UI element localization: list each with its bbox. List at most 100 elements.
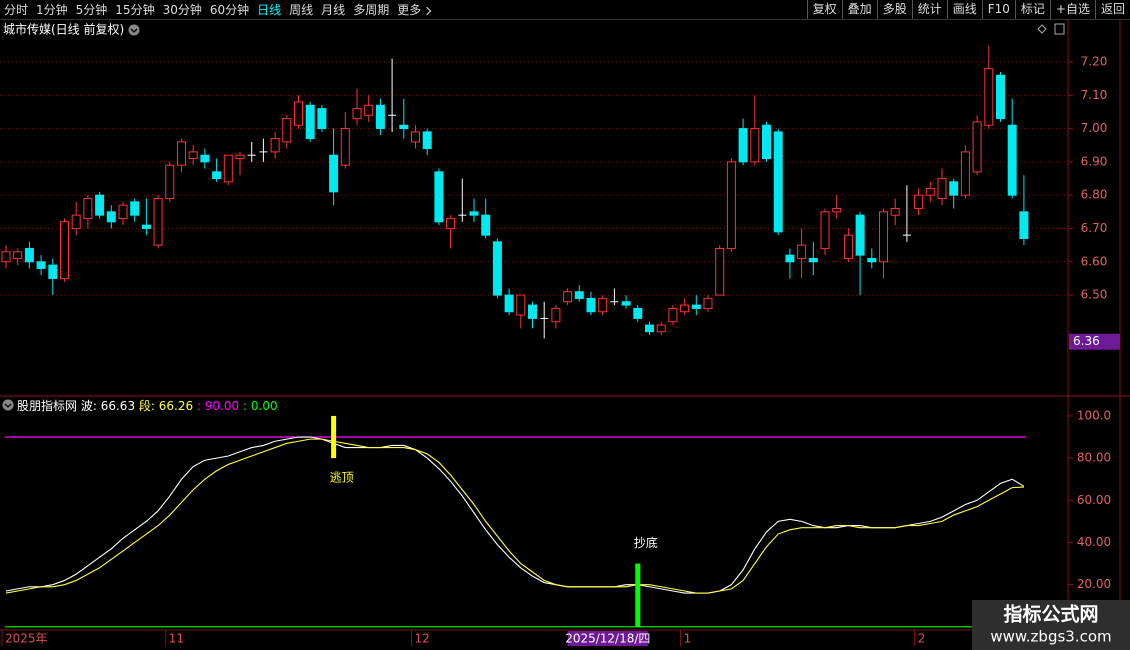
candle-body xyxy=(996,74,1005,120)
candle-body xyxy=(422,131,432,150)
y-tick-label: 7.10 xyxy=(1081,88,1108,102)
candle-body xyxy=(586,297,596,313)
indicator-line xyxy=(5,438,1024,594)
candle-body xyxy=(738,128,748,163)
y-tick-label: 6.90 xyxy=(1081,154,1108,168)
candle-body xyxy=(200,154,210,163)
toolbar-button[interactable]: 分时 xyxy=(4,3,29,17)
x-tick-label: 2 xyxy=(918,632,926,646)
y-tick-label: 20.00 xyxy=(1077,577,1111,591)
candle-body xyxy=(691,304,701,309)
window-icon[interactable] xyxy=(1054,23,1065,35)
candle-body xyxy=(563,291,573,303)
toolbar-button[interactable]: 1分钟 xyxy=(36,3,68,17)
toolbar-button[interactable]: 画线 xyxy=(946,0,982,19)
candle-body xyxy=(715,247,725,296)
candle-body xyxy=(340,128,350,166)
candle-body xyxy=(984,68,994,126)
candle-body xyxy=(972,121,982,173)
candle-body xyxy=(574,291,584,299)
indicator-name: 股朋指标网 xyxy=(17,398,77,413)
toolbar-button[interactable]: F10 xyxy=(981,0,1015,19)
legend-value: 66.63 xyxy=(101,399,135,413)
candle-body xyxy=(118,204,128,219)
toolbar-button[interactable]: 60分钟 xyxy=(209,3,250,17)
price-marker-box xyxy=(1069,333,1120,350)
title-menu-icon[interactable] xyxy=(128,24,140,36)
toolbar-button[interactable]: 多股 xyxy=(876,0,912,19)
candle-body xyxy=(364,104,374,116)
y-tick-label: 80.00 xyxy=(1077,451,1111,465)
candle-body xyxy=(762,124,771,160)
candle-body xyxy=(212,171,222,180)
candle-body xyxy=(960,151,970,196)
legend-value: 90.00 xyxy=(205,399,239,413)
toolbar-button[interactable]: 标记 xyxy=(1014,0,1050,19)
candle-body xyxy=(165,164,175,200)
period-tabs: 分时 1分钟 5分钟 15分钟 30分钟 60分钟 日线 周线 月线 多周期 更多 xyxy=(0,0,434,19)
legend-name: 波 xyxy=(81,399,93,413)
candle-body xyxy=(446,217,456,229)
candle-body xyxy=(1007,124,1017,196)
candle-body xyxy=(598,297,608,313)
y-tick-label: 40.00 xyxy=(1077,535,1111,549)
indicator-line xyxy=(5,436,1025,594)
y-tick-label: 6.80 xyxy=(1081,188,1108,202)
y-tick-label: 6.50 xyxy=(1081,288,1108,302)
crosshair-date-box xyxy=(567,631,648,646)
indicator-menu-arrow xyxy=(4,403,12,408)
toolbar-button[interactable]: 月线 xyxy=(321,3,346,17)
signal-label: 抄底 xyxy=(634,535,658,550)
toolbar-button[interactable]: 叠加 xyxy=(841,0,877,19)
candle-body xyxy=(352,108,362,120)
y-tick-label: 7.20 xyxy=(1081,54,1108,68)
candle-body xyxy=(83,198,93,219)
candle-body xyxy=(820,211,830,249)
toolbar-button[interactable]: 复权 xyxy=(806,0,842,19)
toolbar-button[interactable]: 统计 xyxy=(911,0,947,19)
candle-body xyxy=(141,224,151,229)
candle-body xyxy=(797,244,807,259)
candle-body xyxy=(621,301,631,306)
candle-body xyxy=(528,304,537,319)
toolbar-button[interactable]: 日线 xyxy=(257,3,282,17)
candle-body xyxy=(855,214,865,256)
signal-label: 逃顶 xyxy=(330,471,354,485)
candle-body xyxy=(48,264,58,279)
candle-body xyxy=(867,257,877,263)
candle-body xyxy=(937,178,947,200)
candle-body xyxy=(808,257,818,263)
toolbar-button[interactable]: 多周期 xyxy=(353,3,390,17)
candle-body xyxy=(411,131,420,143)
toolbar-button[interactable]: 返回 xyxy=(1094,0,1130,19)
chart-title: 城市传媒(日线 前复权) xyxy=(3,22,124,37)
diamond-icon[interactable] xyxy=(1037,24,1047,34)
indicator-menu-icon[interactable] xyxy=(2,399,14,411)
candle-body xyxy=(130,201,140,216)
tool-buttons: 复权 叠加 多股 统计 画线 F10 标记 +自选 返回 xyxy=(806,0,1130,19)
candle-body xyxy=(1019,211,1029,239)
toolbar-button[interactable]: 15分钟 xyxy=(115,3,155,17)
candle-body xyxy=(329,154,339,193)
x-tick-label: 12 xyxy=(415,632,430,646)
legend-name: 段 xyxy=(139,398,151,413)
candle-body xyxy=(375,104,385,130)
toolbar-button[interactable]: +自选 xyxy=(1049,0,1095,19)
candle-body xyxy=(785,254,795,263)
candle-body xyxy=(879,211,888,263)
candle-body xyxy=(668,307,678,323)
y-tick-label: 6.60 xyxy=(1081,254,1108,268)
candle-body xyxy=(504,294,514,313)
candle-body xyxy=(551,307,561,323)
toolbar-button[interactable]: 5分钟 xyxy=(75,3,108,17)
candle-body xyxy=(305,104,315,140)
toolbar-button[interactable]: 更多 xyxy=(397,1,430,18)
toolbar-button[interactable]: 30分钟 xyxy=(162,3,202,17)
candle-body xyxy=(60,221,69,279)
candle-body xyxy=(399,124,409,130)
candle-body xyxy=(223,154,233,183)
toolbar-button[interactable]: 周线 xyxy=(289,3,314,17)
x-tick-label: 1 xyxy=(684,632,692,646)
candle-body xyxy=(294,101,303,126)
